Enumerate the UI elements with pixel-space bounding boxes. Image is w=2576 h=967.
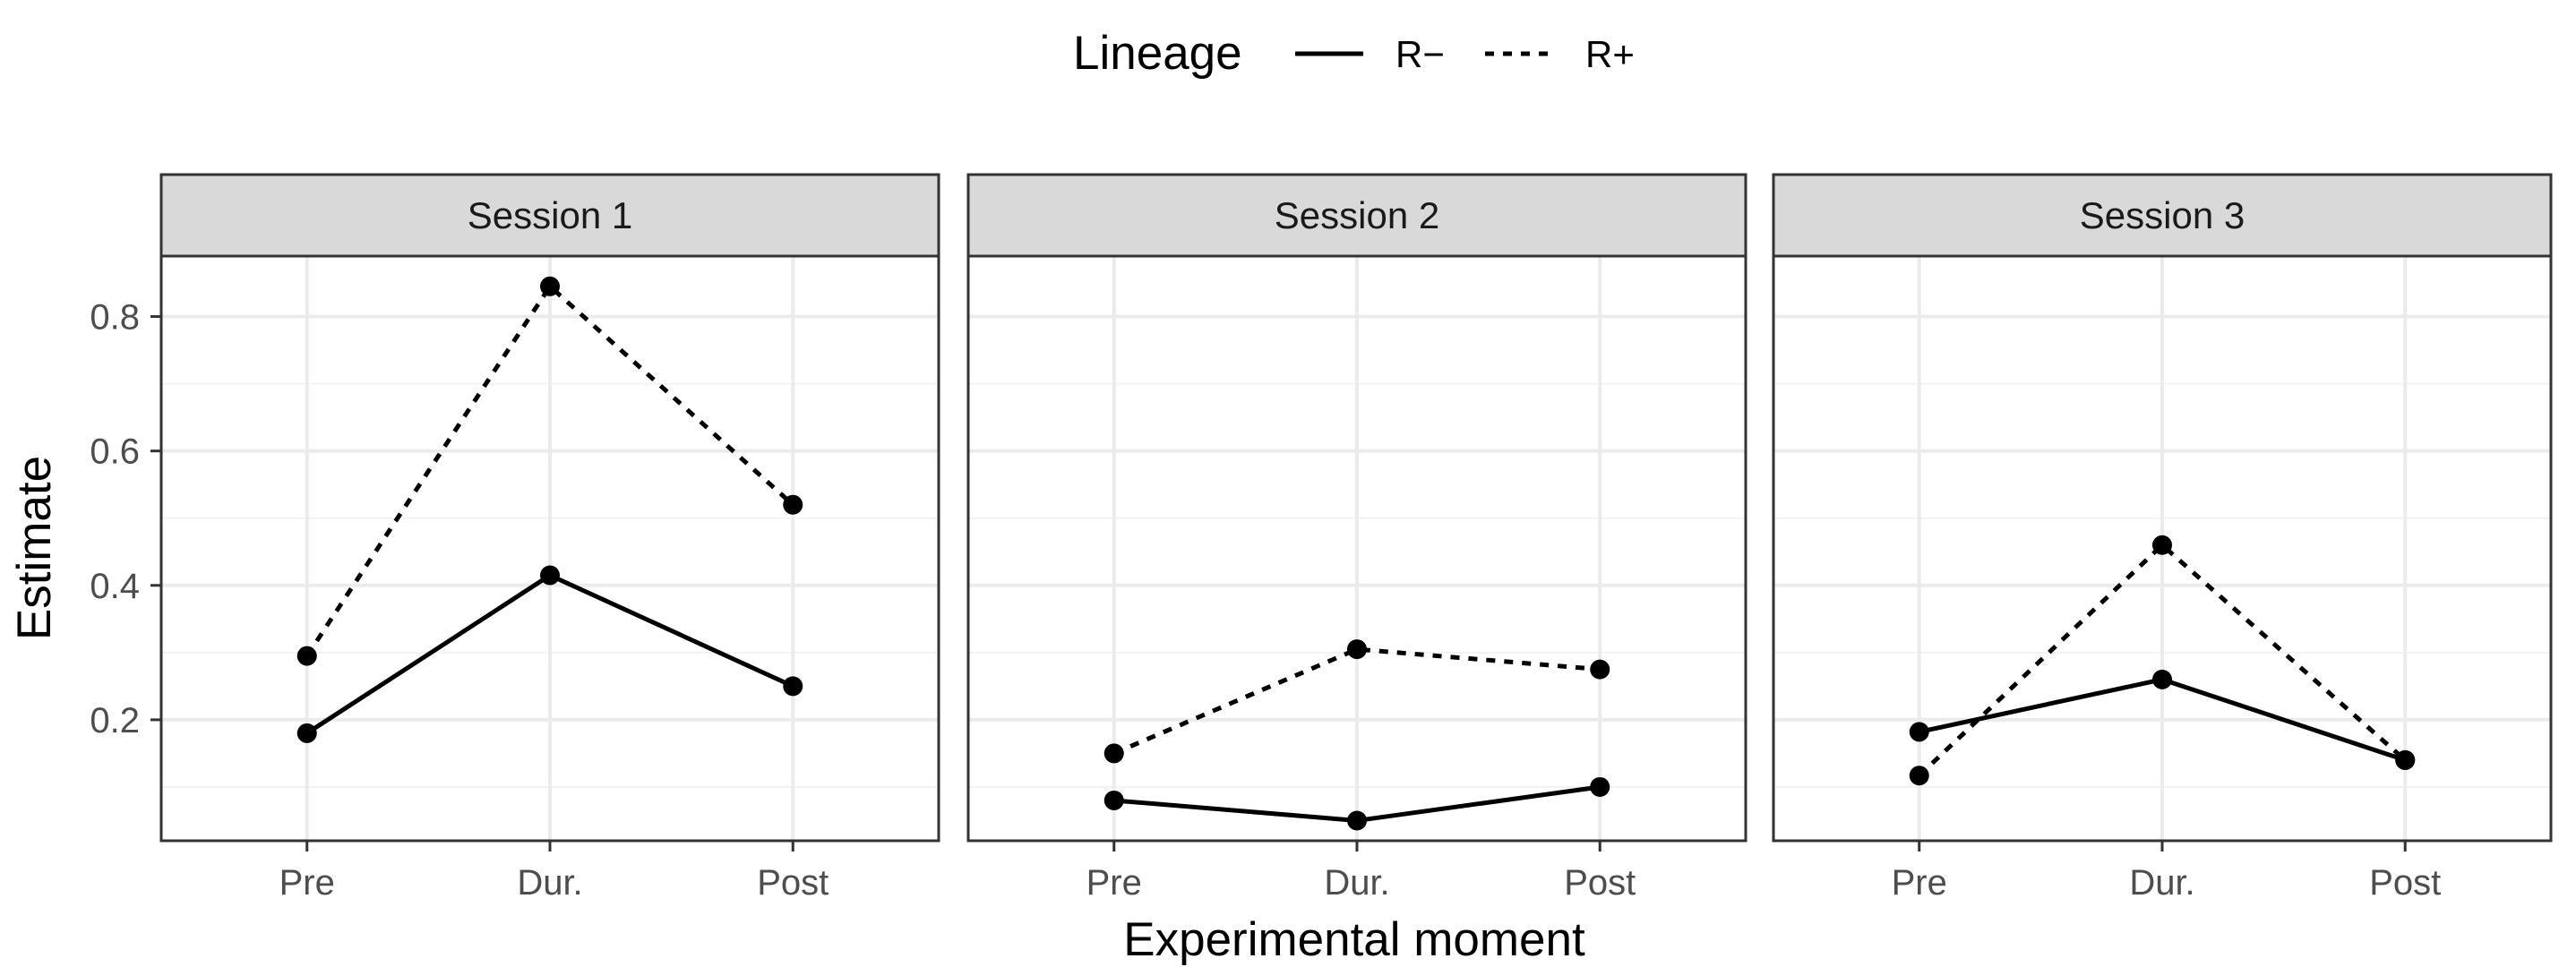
- x-tick-label: Pre: [1892, 863, 1947, 903]
- x-tick-label: Dur.: [1324, 863, 1389, 903]
- data-point: [540, 565, 560, 586]
- legend-label: R+: [1585, 33, 1635, 75]
- y-axis-title: Estimate: [8, 456, 61, 640]
- strip-label: Session 3: [2080, 194, 2245, 236]
- data-point: [540, 276, 560, 296]
- data-point: [1590, 659, 1610, 680]
- y-tick-label: 0.8: [90, 298, 140, 338]
- x-tick-label: Post: [1564, 863, 1636, 903]
- strip-label: Session 2: [1275, 194, 1439, 236]
- data-point: [783, 494, 803, 515]
- panel-session-1: Session 1 Pre Dur. Post 0.2 0.4 0.6 0.8: [90, 173, 940, 903]
- x-tick-label: Dur.: [2129, 863, 2194, 903]
- data-point: [296, 646, 317, 666]
- x-tick-label: Post: [2369, 863, 2441, 903]
- legend-title: Lineage: [1073, 27, 1242, 80]
- strip-label: Session 1: [468, 194, 632, 236]
- x-tick-label: Pre: [1086, 863, 1142, 903]
- data-point: [1347, 810, 1367, 831]
- data-point: [2152, 669, 2172, 689]
- series-line-dotted: [305, 284, 794, 657]
- x-tick-label: Pre: [279, 863, 335, 903]
- y-tick-label: 0.6: [90, 432, 140, 472]
- data-point: [2152, 535, 2172, 555]
- y-tick-label: 0.2: [90, 701, 140, 740]
- strip-background: [966, 173, 1747, 258]
- data-point: [1590, 776, 1610, 797]
- data-point: [296, 723, 317, 743]
- data-point: [1347, 639, 1367, 660]
- data-point: [1909, 722, 1929, 742]
- data-point: [1103, 743, 1124, 764]
- data-point: [1103, 790, 1124, 810]
- x-tick-label: Post: [757, 863, 829, 903]
- x-tick-label: Dur.: [517, 863, 582, 903]
- y-tick-label: 0.4: [90, 567, 140, 606]
- data-point: [783, 676, 803, 697]
- data-point: [2395, 749, 2416, 770]
- x-axis-title: Experimental moment: [1123, 913, 1585, 966]
- panel-session-3: Session 3 Pre Dur. Post: [1772, 173, 2553, 903]
- strip-background: [1772, 173, 2553, 258]
- legend-label: R−: [1395, 33, 1445, 75]
- series-line-dotted: [1918, 543, 2407, 778]
- panel-session-2: Session 2 Pre Dur. Post: [966, 173, 1747, 903]
- strip-background: [159, 173, 940, 258]
- data-point: [1909, 766, 1929, 786]
- legend: Lineage R− R+: [1073, 27, 1635, 80]
